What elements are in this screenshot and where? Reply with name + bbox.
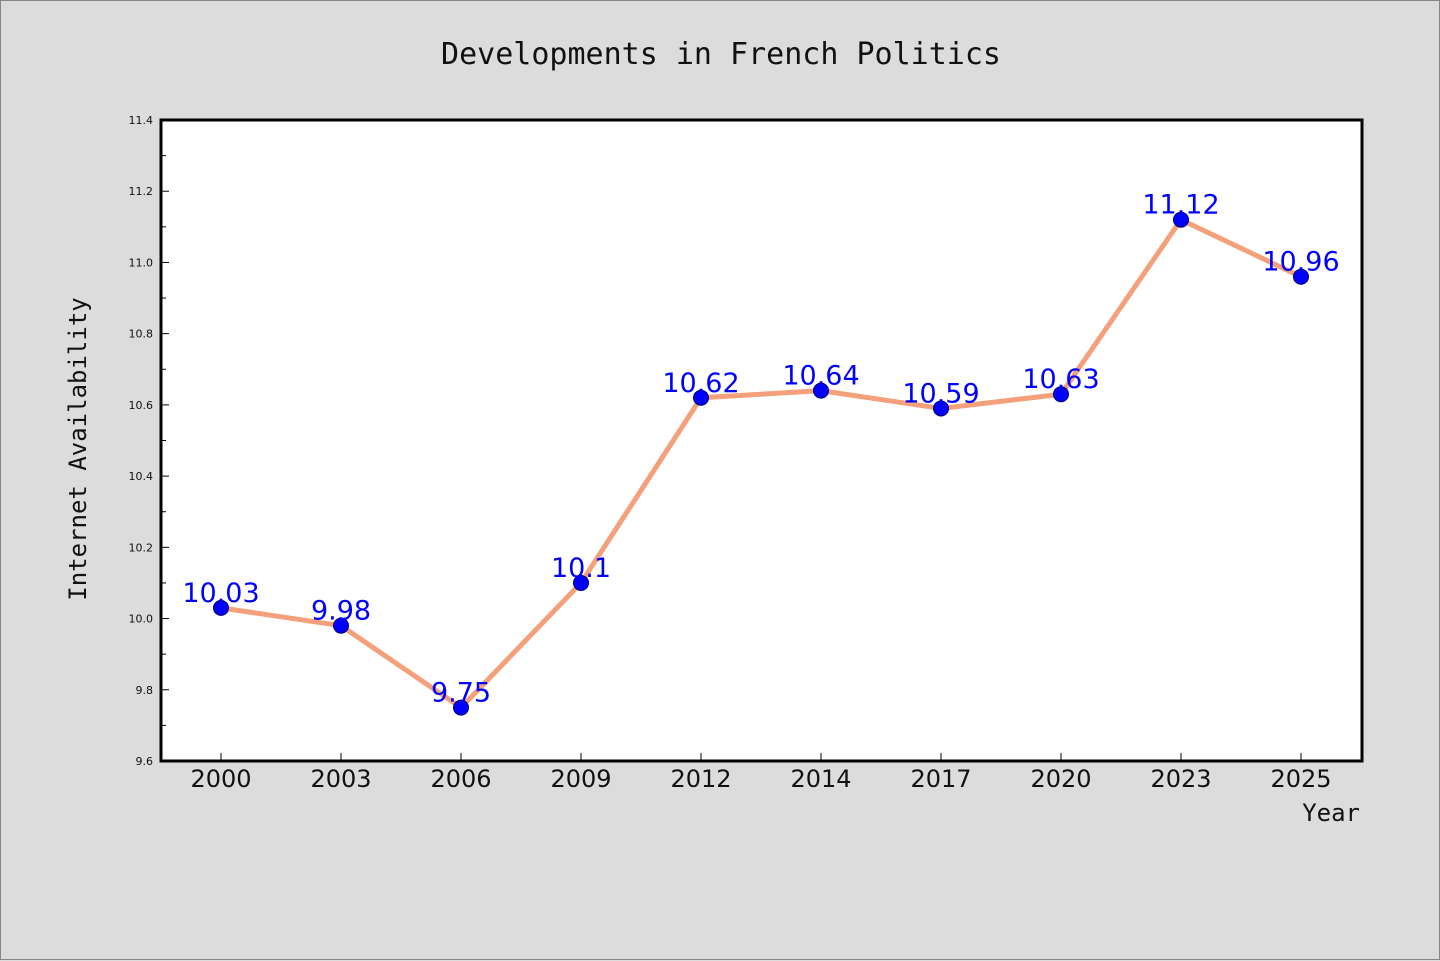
x-axis-label: Year	[1302, 799, 1360, 827]
data-label: 9.98	[311, 596, 371, 627]
x-tick-label: 2025	[1270, 765, 1331, 793]
data-labels: 10.03 9.98 9.75 10.1 10.62 10.64 10.59 10.63 11.…	[182, 190, 1339, 709]
data-label: 10.96	[1262, 247, 1339, 278]
x-tick-label: 2003	[310, 765, 371, 793]
data-label: 10.63	[1022, 364, 1099, 395]
data-label: 10.64	[782, 361, 859, 392]
data-label: 10.59	[902, 378, 979, 409]
x-axis: 2000 2003 2006 2009 2012 2014 2017 2020 2023 2025	[190, 753, 1332, 793]
y-axis: 9.6 9.8 10.0 10.2 10.4 10.6 10.8 11.0 11.2 11.4	[129, 114, 169, 768]
data-label: 11.12	[1142, 190, 1219, 221]
data-label: 10.62	[662, 368, 739, 399]
y-tick-label: 10.6	[129, 399, 154, 412]
data-point	[933, 400, 949, 417]
data-point	[1293, 268, 1309, 285]
plot-area	[159, 118, 1364, 763]
series-line	[218, 217, 1304, 711]
y-tick-label: 10.0	[129, 613, 154, 626]
y-tick-label: 9.8	[136, 684, 154, 697]
data-point	[333, 617, 349, 634]
data-point	[813, 382, 829, 399]
data-point	[573, 574, 589, 591]
x-tick-label: 2012	[670, 765, 731, 793]
y-tick-label: 10.8	[129, 328, 154, 341]
data-label: 9.75	[431, 678, 491, 709]
x-tick-label: 2023	[1150, 765, 1211, 793]
y-tick-label: 11.4	[129, 114, 154, 127]
y-tick-label: 11.2	[129, 185, 154, 198]
x-tick-label: 2006	[430, 765, 491, 793]
x-tick-label: 2017	[910, 765, 971, 793]
x-tick-label: 2020	[1030, 765, 1091, 793]
x-tick-label: 2000	[190, 765, 251, 793]
data-label: 10.03	[182, 578, 259, 609]
x-tick-label: 2014	[790, 765, 851, 793]
series-layer	[213, 211, 1309, 716]
data-point	[693, 389, 709, 406]
y-tick-label: 10.4	[129, 470, 154, 483]
y-tick-label: 11.0	[129, 256, 154, 269]
y-tick-label: 10.2	[129, 541, 154, 554]
data-point	[1173, 211, 1189, 228]
data-label: 10.1	[551, 553, 611, 584]
data-point	[213, 599, 229, 616]
x-tick-label: 2009	[550, 765, 611, 793]
y-tick-label: 9.6	[136, 755, 154, 768]
data-point	[453, 699, 469, 716]
data-point	[1053, 386, 1069, 403]
y-axis-label: Internet Availability	[64, 297, 92, 600]
chart-title: Developments in French Politics	[441, 37, 1001, 72]
